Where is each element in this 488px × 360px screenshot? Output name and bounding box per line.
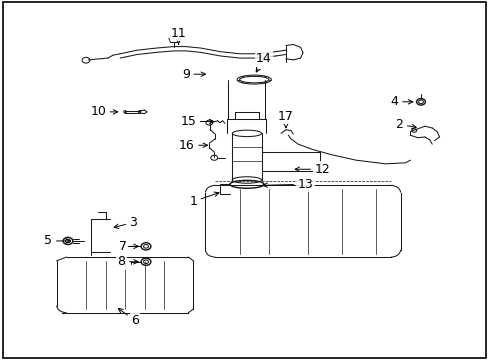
Text: 11: 11 xyxy=(170,27,186,44)
Text: 6: 6 xyxy=(118,309,139,327)
Text: 15: 15 xyxy=(180,115,213,128)
Text: 10: 10 xyxy=(90,105,118,118)
Text: 8: 8 xyxy=(118,255,138,268)
Text: 17: 17 xyxy=(278,110,293,128)
Text: 16: 16 xyxy=(179,139,207,152)
Text: 4: 4 xyxy=(390,95,412,108)
Text: 1: 1 xyxy=(189,192,219,208)
Text: 13: 13 xyxy=(263,178,313,191)
Text: 7: 7 xyxy=(119,240,138,253)
Text: 3: 3 xyxy=(114,216,137,229)
Text: 12: 12 xyxy=(295,163,330,176)
Text: 14: 14 xyxy=(256,52,271,72)
Text: 9: 9 xyxy=(182,68,205,81)
Text: 5: 5 xyxy=(44,234,70,247)
Text: 2: 2 xyxy=(395,118,415,131)
